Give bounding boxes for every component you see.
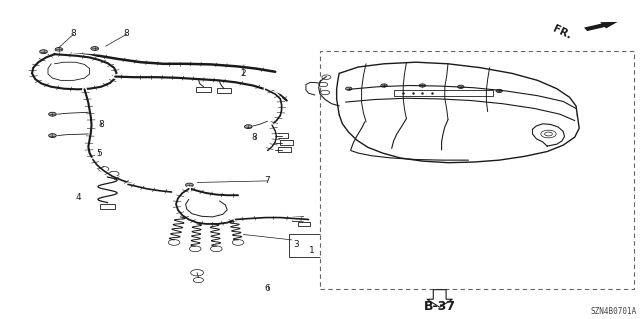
Circle shape bbox=[419, 84, 426, 87]
Text: 6: 6 bbox=[265, 284, 270, 293]
Text: 8: 8 bbox=[99, 120, 104, 129]
Circle shape bbox=[193, 278, 204, 283]
Circle shape bbox=[321, 90, 330, 95]
Circle shape bbox=[99, 167, 109, 172]
FancyBboxPatch shape bbox=[394, 90, 493, 96]
Text: 7: 7 bbox=[265, 176, 270, 185]
Polygon shape bbox=[584, 22, 618, 31]
Text: 2: 2 bbox=[241, 69, 246, 78]
Circle shape bbox=[49, 112, 56, 116]
Text: 3: 3 bbox=[293, 240, 298, 249]
Circle shape bbox=[55, 48, 63, 51]
FancyBboxPatch shape bbox=[278, 147, 291, 152]
Text: 8: 8 bbox=[71, 29, 76, 38]
FancyBboxPatch shape bbox=[298, 222, 310, 226]
FancyBboxPatch shape bbox=[100, 204, 115, 209]
Circle shape bbox=[346, 87, 352, 90]
Circle shape bbox=[49, 134, 56, 137]
FancyBboxPatch shape bbox=[217, 88, 231, 93]
Circle shape bbox=[239, 65, 247, 69]
FancyBboxPatch shape bbox=[292, 216, 303, 221]
Circle shape bbox=[186, 183, 193, 187]
Text: B-37: B-37 bbox=[424, 300, 456, 313]
FancyBboxPatch shape bbox=[280, 140, 293, 145]
Circle shape bbox=[40, 50, 47, 54]
Text: 8: 8 bbox=[252, 133, 257, 142]
Circle shape bbox=[496, 89, 502, 93]
Text: 4: 4 bbox=[76, 193, 81, 202]
Circle shape bbox=[319, 82, 328, 87]
FancyBboxPatch shape bbox=[275, 133, 288, 138]
Circle shape bbox=[211, 246, 222, 252]
Circle shape bbox=[189, 246, 201, 252]
Text: 5: 5 bbox=[97, 149, 102, 158]
FancyBboxPatch shape bbox=[196, 87, 211, 92]
Circle shape bbox=[458, 85, 464, 88]
Circle shape bbox=[244, 125, 252, 129]
Circle shape bbox=[232, 240, 244, 245]
Text: FR.: FR. bbox=[551, 23, 573, 41]
Circle shape bbox=[541, 130, 556, 138]
Circle shape bbox=[545, 132, 552, 136]
Polygon shape bbox=[427, 290, 452, 307]
Circle shape bbox=[381, 84, 387, 87]
Text: SZN4B0701A: SZN4B0701A bbox=[591, 307, 637, 316]
Circle shape bbox=[168, 240, 180, 245]
FancyBboxPatch shape bbox=[320, 51, 634, 289]
Text: 1: 1 bbox=[310, 246, 315, 255]
Circle shape bbox=[91, 47, 99, 50]
Circle shape bbox=[109, 171, 119, 176]
Circle shape bbox=[322, 75, 331, 79]
Circle shape bbox=[191, 270, 204, 276]
Text: 8: 8 bbox=[124, 29, 129, 38]
